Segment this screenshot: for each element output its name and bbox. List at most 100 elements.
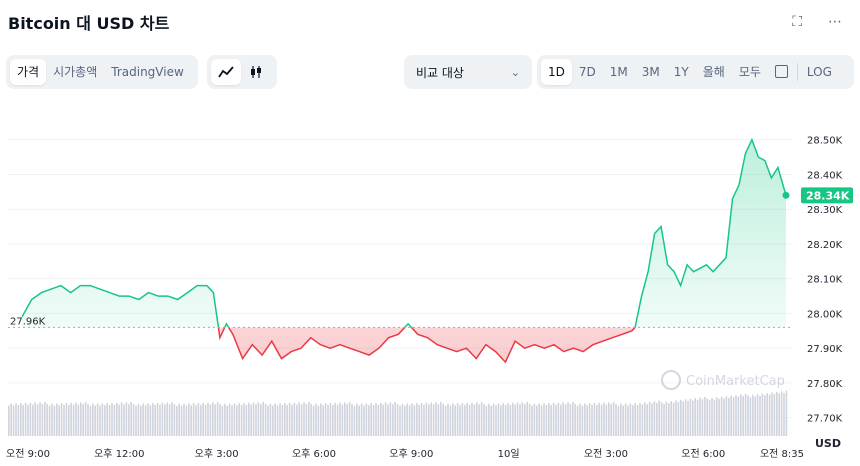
currency-label: USD [815, 437, 841, 450]
more-icon[interactable]: ⋯ [828, 14, 842, 30]
volume-bar [248, 402, 250, 436]
volume-bar [442, 403, 444, 436]
volume-bar [120, 402, 123, 436]
range-ytd[interactable]: 올해 [702, 65, 725, 79]
tab-price[interactable]: 가격 [10, 59, 47, 85]
volume-bar [699, 397, 701, 436]
volume-bar [572, 402, 574, 436]
volume-bar [706, 398, 708, 436]
volume-bar [648, 401, 651, 436]
volume-bar [375, 402, 377, 436]
volume-bar [168, 404, 171, 436]
line-chart-icon[interactable] [211, 59, 241, 85]
volume-bar [725, 396, 728, 436]
volume-bar [737, 396, 740, 436]
volume-bar [766, 393, 768, 436]
volume-bar [382, 404, 384, 436]
volume-bar [401, 403, 404, 436]
volume-bar [231, 405, 233, 436]
volume-bar [356, 403, 358, 436]
volume-bar [593, 403, 596, 436]
volume-bar [555, 404, 557, 436]
volume-bar [315, 403, 317, 436]
volume-bar [768, 394, 771, 436]
volume-bar [245, 404, 248, 436]
volume-bar [502, 403, 504, 436]
volume-bar [579, 403, 581, 436]
volume-bar [528, 403, 531, 436]
range-1d[interactable]: 1D [541, 59, 572, 85]
tab-tradingview[interactable]: TradingView [111, 65, 184, 79]
volume-bar [159, 404, 161, 436]
compare-select[interactable]: 비교 대상 ⌄ [404, 55, 532, 89]
volume-bar [742, 396, 744, 436]
volume-bar [394, 402, 396, 436]
volume-bar [454, 405, 456, 436]
volume-bar [538, 403, 540, 436]
volume-bar [771, 392, 773, 436]
volume-bar [255, 404, 257, 436]
volume-bar [507, 402, 509, 436]
volume-bar [576, 405, 579, 436]
volume-bar [396, 403, 399, 436]
volume-bar [96, 403, 99, 436]
volume-bar [389, 402, 392, 436]
volume-bar [545, 405, 548, 436]
volume-bar [735, 394, 737, 436]
volume-bar [156, 402, 159, 436]
volume-bar [569, 404, 572, 436]
range-1m[interactable]: 1M [609, 65, 628, 79]
candlestick-icon[interactable] [241, 59, 271, 85]
volume-bar [176, 406, 178, 436]
volume-bar [387, 404, 389, 436]
expand-icon[interactable]: ⛶ [792, 14, 802, 30]
area-up [22, 139, 786, 328]
range-7d[interactable]: 7D [578, 65, 596, 79]
volume-bar [344, 402, 346, 436]
volume-bar [720, 396, 723, 436]
volume-bar [34, 402, 36, 436]
volume-bar [135, 405, 137, 436]
volume-bar [437, 404, 440, 436]
volume-bar [358, 405, 360, 436]
volume-bar [466, 402, 468, 436]
volume-bar [178, 403, 180, 436]
range-all[interactable]: 모두 [738, 65, 761, 79]
volume-bar [404, 405, 406, 436]
range-1y[interactable]: 1Y [673, 65, 689, 79]
volume-bar [147, 403, 149, 436]
volume-bar [461, 403, 464, 436]
volume-bar [636, 405, 639, 436]
volume-bar [632, 405, 634, 436]
y-tick-label: 28.20K [807, 240, 843, 251]
volume-bar [406, 403, 408, 436]
volume-bar [101, 403, 104, 436]
volume-bar [540, 405, 543, 436]
volume-bar [665, 401, 668, 436]
tab-market-cap[interactable]: 시가총액 [53, 65, 98, 79]
range-3m[interactable]: 3M [641, 65, 660, 79]
volume-bar [624, 403, 627, 436]
log-toggle[interactable]: LOG [806, 65, 832, 79]
volume-bar [694, 398, 696, 436]
volume-bar [377, 404, 380, 436]
volume-bar [44, 402, 46, 436]
volume-bar [368, 405, 370, 436]
volume-bar [761, 393, 764, 436]
volume-bar [46, 403, 48, 436]
volume-bar [684, 399, 687, 436]
volume-bar [432, 404, 435, 436]
volume-bar [320, 403, 322, 436]
volume-bar [276, 405, 279, 436]
volume-bar [696, 399, 699, 436]
volume-bar [284, 403, 286, 436]
volume-bar [416, 403, 418, 436]
volume-bar [464, 404, 466, 436]
volume-bar [327, 405, 329, 436]
calendar-icon[interactable] [768, 59, 795, 85]
volume-bar [456, 403, 459, 436]
volume-bar [317, 405, 320, 436]
volume-bar [166, 402, 168, 436]
watermark: CoinMarketCap [661, 370, 785, 390]
volume-bar [603, 402, 605, 436]
